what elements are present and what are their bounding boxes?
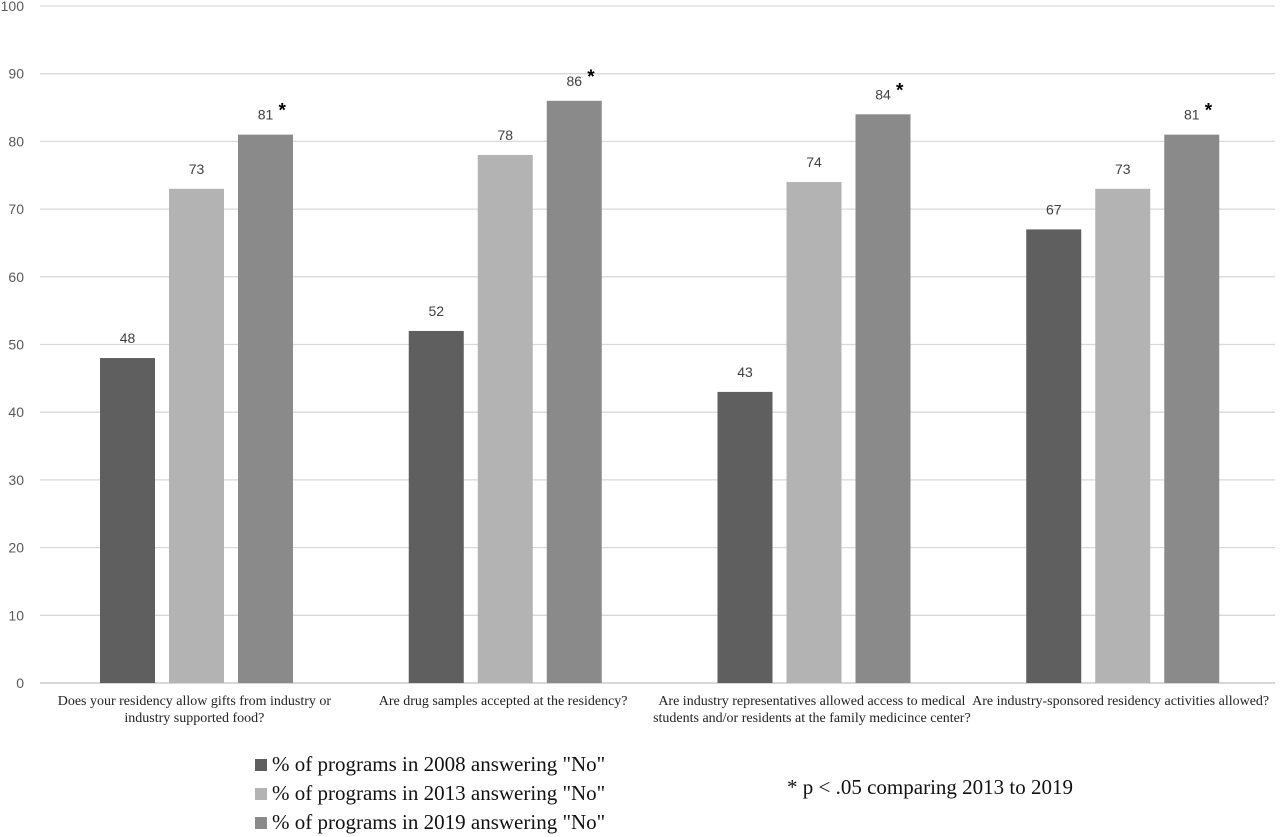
data-labels: 48 73 81 * 52 78 86 * 43 74 84 * 67 73 81 * [120,67,1213,380]
data-label: 81 [258,107,274,123]
legend-item: % of programs in 2008 answering "No" [255,750,605,779]
bar [855,114,911,683]
bar [1095,188,1151,684]
significance-marker: * [1205,101,1213,122]
y-tick-label: 80 [8,133,24,149]
bar [169,188,224,684]
bar [717,391,773,683]
data-label: 73 [189,161,205,177]
x-category-label: Are industry representatives allowed acc… [653,694,971,726]
x-category-label: Are drug samples accepted at the residen… [378,694,628,709]
significance-marker: * [896,80,904,101]
legend: % of programs in 2008 answering "No" % of… [255,750,605,837]
legend-label: % of programs in 2008 answering "No" [272,752,606,776]
legend-item: % of programs in 2013 answering "No" [255,779,605,808]
data-label: 73 [1115,161,1131,177]
bar [786,182,842,683]
y-tick-label: 20 [8,540,24,556]
data-label: 52 [428,303,444,319]
x-category-label: Does your residency allow gifts from ind… [57,694,332,726]
bar [546,100,602,683]
bar [408,330,464,683]
y-tick-label: 90 [8,66,24,82]
y-tick-label: 10 [8,607,24,623]
bar [238,134,293,683]
legend-swatch [255,787,267,800]
data-label: 84 [875,86,891,102]
bar [1164,134,1220,683]
x-category-label: Are industry-sponsored residency activit… [972,694,1270,709]
legend-swatch [255,816,267,829]
gridlines [40,5,1275,684]
bar [100,358,155,683]
y-tick-label: 100 [1,0,25,14]
significance-note: * p < .05 comparing 2013 to 2019 [787,775,1073,799]
bar [477,154,533,683]
data-label: 43 [737,364,753,380]
data-label: 48 [120,330,136,346]
y-tick-label: 70 [8,201,24,217]
legend-item: % of programs in 2019 answering "No" [255,808,605,837]
y-axis-ticks: 0 10 20 30 40 50 60 70 80 90 100 [1,0,25,691]
y-tick-label: 30 [8,472,24,488]
bars [100,100,1220,684]
significance-marker: * [587,67,595,88]
data-label: 81 [1184,107,1200,123]
bar [1026,229,1082,683]
data-label: 78 [497,127,513,143]
data-label: 67 [1046,201,1062,217]
significance-marker: * [279,101,287,122]
y-tick-label: 60 [8,269,24,285]
data-label: 74 [806,154,822,170]
y-tick-label: 0 [16,675,24,691]
legend-swatch [255,758,267,771]
legend-label: % of programs in 2013 answering "No" [272,781,606,805]
data-label: 86 [566,73,582,89]
y-tick-label: 40 [8,404,24,420]
legend-label: % of programs in 2019 answering "No" [272,810,606,834]
y-tick-label: 50 [8,337,24,353]
